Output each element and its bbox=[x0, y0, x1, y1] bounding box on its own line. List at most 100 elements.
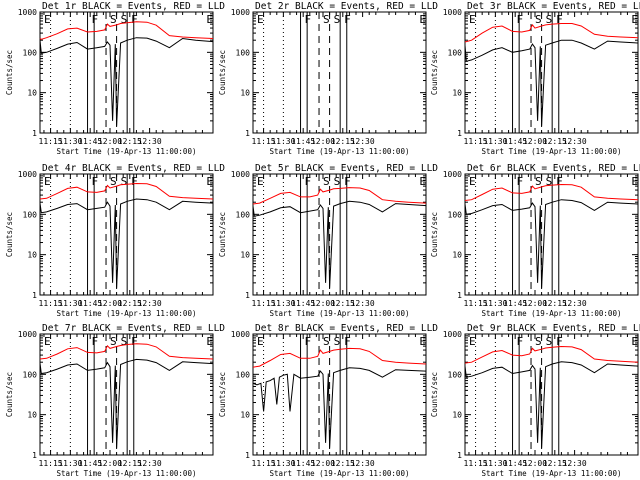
x-tick-label: 11:15 bbox=[39, 299, 63, 308]
y-tick-label: 100 bbox=[23, 48, 38, 57]
lld-series-line bbox=[39, 182, 214, 200]
chart-panel-3: Det 3r BLACK = Events, RED = LLD Counts/s… bbox=[430, 1, 640, 156]
marker-F: F bbox=[556, 335, 563, 348]
marker-F: F bbox=[556, 175, 563, 188]
marker-F: F bbox=[344, 175, 351, 188]
lld-series-line bbox=[39, 21, 214, 40]
x-tick-label: 12:15 bbox=[118, 459, 142, 468]
chart-title: Det 2r BLACK = Events, RED = LLD bbox=[255, 1, 438, 12]
x-tick-label: 12:15 bbox=[331, 459, 355, 468]
marker-S: S bbox=[535, 175, 542, 188]
x-axis-label: Start Time (19-Apr-13 11:00:00) bbox=[57, 147, 197, 156]
chart-panel-7: Det 7r BLACK = Events, RED = LLD Counts/s… bbox=[5, 323, 225, 478]
x-axis-label: Start Time (19-Apr-13 11:00:00) bbox=[482, 469, 622, 478]
y-tick-label: 1000 bbox=[231, 8, 250, 17]
y-axis-label: Counts/sec bbox=[430, 372, 439, 417]
marker-E: E bbox=[206, 335, 213, 348]
marker-S: S bbox=[110, 13, 117, 26]
marker-F: F bbox=[92, 175, 99, 188]
y-tick-label: 10 bbox=[240, 411, 250, 420]
y-tick-label: 1 bbox=[457, 451, 462, 460]
x-tick-label: 11:30 bbox=[483, 137, 507, 146]
plot-frame bbox=[39, 173, 214, 296]
y-tick-label: 1000 bbox=[231, 330, 250, 339]
plot-frame bbox=[252, 173, 427, 296]
y-axis-label: Counts/sec bbox=[218, 50, 227, 95]
y-tick-label: 1000 bbox=[18, 330, 37, 339]
y-tick-label: 1 bbox=[245, 451, 250, 460]
marker-E: E bbox=[631, 335, 638, 348]
marker-E: E bbox=[257, 175, 264, 188]
y-tick-label: 1000 bbox=[231, 170, 250, 179]
marker-S: S bbox=[121, 335, 128, 348]
plot-frame bbox=[464, 11, 639, 134]
y-tick-label: 100 bbox=[23, 210, 38, 219]
y-axis-label: Counts/sec bbox=[5, 372, 14, 417]
chart-title: Det 8r BLACK = Events, RED = LLD bbox=[255, 323, 438, 334]
marker-S: S bbox=[110, 335, 117, 348]
plot-frame bbox=[39, 333, 214, 456]
y-tick-label: 1 bbox=[32, 129, 37, 138]
x-tick-label: 12:15 bbox=[543, 137, 567, 146]
x-tick-label: 12:30 bbox=[351, 299, 375, 308]
marker-S: S bbox=[323, 175, 330, 188]
x-tick-label: 11:45 bbox=[503, 459, 527, 468]
chart-title: Det 6r BLACK = Events, RED = LLD bbox=[467, 163, 640, 174]
x-tick-label: 12:30 bbox=[138, 137, 162, 146]
x-tick-label: 12:30 bbox=[563, 459, 587, 468]
marker-F: F bbox=[131, 13, 138, 26]
x-tick-label: 12:00 bbox=[98, 137, 122, 146]
y-tick-label: 1 bbox=[457, 129, 462, 138]
marker-E: E bbox=[44, 175, 51, 188]
y-axis-label: Counts/sec bbox=[5, 50, 14, 95]
x-tick-label: 11:15 bbox=[464, 137, 488, 146]
chart-title: Det 3r BLACK = Events, RED = LLD bbox=[467, 1, 640, 12]
y-axis-label: Counts/sec bbox=[430, 50, 439, 95]
marker-S: S bbox=[121, 13, 128, 26]
marker-E: E bbox=[419, 175, 426, 188]
y-tick-label: 1 bbox=[32, 291, 37, 300]
x-tick-label: 12:00 bbox=[523, 299, 547, 308]
marker-S: S bbox=[546, 175, 553, 188]
x-tick-label: 11:15 bbox=[39, 137, 63, 146]
x-tick-label: 11:45 bbox=[503, 137, 527, 146]
y-tick-label: 10 bbox=[240, 251, 250, 260]
y-axis-label: Counts/sec bbox=[218, 212, 227, 257]
chart-title: Det 7r BLACK = Events, RED = LLD bbox=[42, 323, 225, 334]
x-tick-label: 12:00 bbox=[523, 137, 547, 146]
marker-E: E bbox=[419, 13, 426, 26]
x-tick-label: 11:30 bbox=[58, 299, 82, 308]
y-tick-label: 100 bbox=[448, 48, 463, 57]
plot-frame bbox=[39, 11, 214, 134]
x-axis-label: Start Time (19-Apr-13 11:00:00) bbox=[482, 309, 622, 318]
y-axis-label: Counts/sec bbox=[218, 372, 227, 417]
plot-frame bbox=[464, 333, 639, 456]
y-tick-label: 1000 bbox=[443, 330, 462, 339]
marker-F: F bbox=[131, 175, 138, 188]
lld-series-line bbox=[464, 23, 639, 43]
events-series-line bbox=[39, 37, 214, 126]
x-tick-label: 11:15 bbox=[464, 299, 488, 308]
marker-F: F bbox=[517, 175, 524, 188]
marker-E: E bbox=[469, 175, 476, 188]
x-tick-label: 12:30 bbox=[351, 459, 375, 468]
y-tick-label: 1 bbox=[457, 291, 462, 300]
marker-F: F bbox=[305, 13, 312, 26]
x-tick-label: 11:15 bbox=[464, 459, 488, 468]
chart-panel-9: Det 9r BLACK = Events, RED = LLD Counts/s… bbox=[430, 323, 640, 478]
marker-F: F bbox=[517, 335, 524, 348]
x-tick-label: 12:15 bbox=[118, 299, 142, 308]
x-tick-label: 11:30 bbox=[58, 459, 82, 468]
y-tick-label: 100 bbox=[448, 210, 463, 219]
x-axis-label: Start Time (19-Apr-13 11:00:00) bbox=[270, 147, 410, 156]
marker-F: F bbox=[517, 13, 524, 26]
y-tick-label: 10 bbox=[452, 89, 462, 98]
y-tick-label: 1000 bbox=[18, 170, 37, 179]
plot-frame bbox=[252, 333, 427, 456]
x-tick-label: 12:00 bbox=[523, 459, 547, 468]
marker-S: S bbox=[121, 175, 128, 188]
x-tick-label: 11:45 bbox=[291, 299, 315, 308]
marker-S: S bbox=[535, 13, 542, 26]
marker-E: E bbox=[44, 13, 51, 26]
x-axis-label: Start Time (19-Apr-13 11:00:00) bbox=[482, 147, 622, 156]
